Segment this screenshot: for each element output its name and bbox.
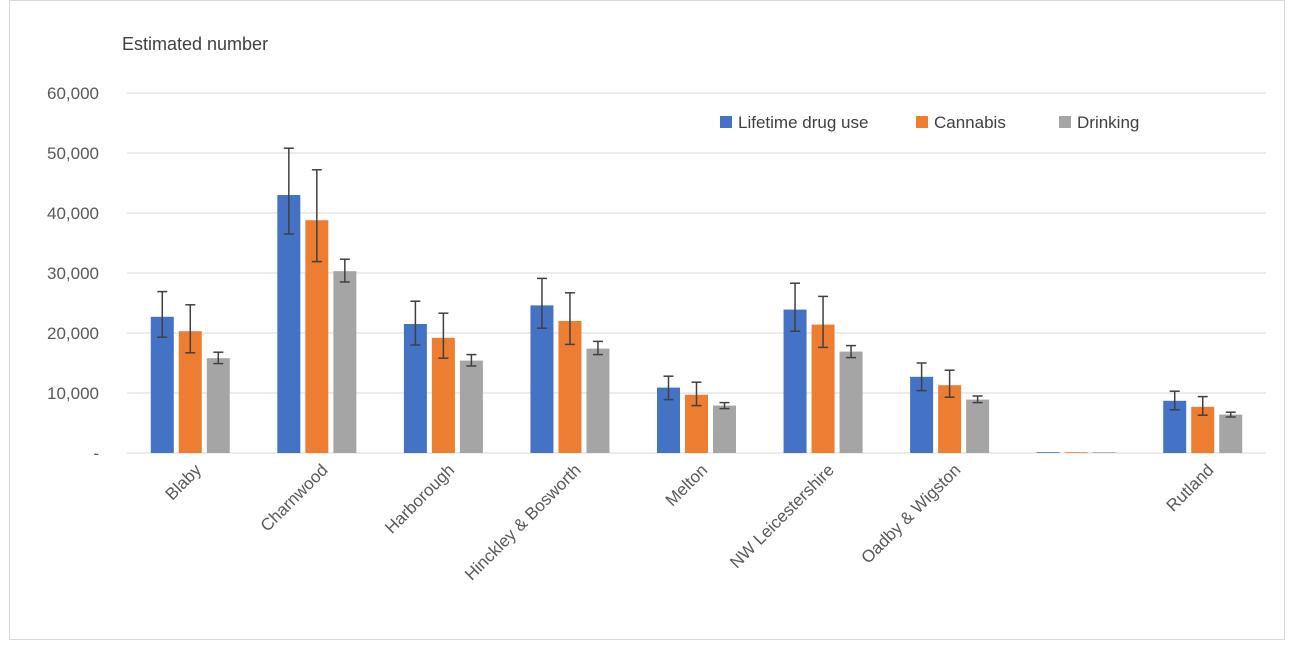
x-category-label: Blaby xyxy=(162,460,206,504)
error-bar xyxy=(311,169,322,263)
bar-2-7 xyxy=(1092,452,1116,453)
legend-swatch xyxy=(1059,116,1071,128)
x-category-label: Charnwood xyxy=(257,460,332,535)
error-bar xyxy=(719,401,730,410)
error-bar xyxy=(1169,390,1180,411)
bar-1-2 xyxy=(431,337,455,453)
bar-2-0 xyxy=(206,358,230,453)
error-bar xyxy=(691,381,702,407)
legend-item: Lifetime drug use xyxy=(720,113,868,132)
error-bar xyxy=(818,295,829,349)
error-bar xyxy=(438,312,449,359)
bar-2-2 xyxy=(459,360,483,453)
error-bar xyxy=(1225,411,1236,418)
error-bar xyxy=(564,292,575,346)
error-bar xyxy=(592,340,603,356)
bars xyxy=(150,195,1243,453)
x-category-label: NW Leicestershire xyxy=(726,460,838,572)
legend-item: Cannabis xyxy=(916,113,1006,132)
y-axis-title: Estimated number xyxy=(122,34,268,54)
y-tick-label: 50,000 xyxy=(47,144,99,163)
error-bar xyxy=(944,369,955,398)
error-bar xyxy=(185,304,196,354)
error-bar xyxy=(157,290,168,338)
bar-1-8 xyxy=(1191,406,1215,453)
bar-0-5 xyxy=(783,309,807,453)
error-bar xyxy=(1197,395,1208,416)
bar-1-1 xyxy=(305,220,329,453)
legend-swatch xyxy=(916,116,928,128)
error-bar xyxy=(972,395,983,404)
bar-0-4 xyxy=(657,387,680,453)
error-bars xyxy=(157,147,1236,418)
error-bar xyxy=(283,147,294,235)
y-tick-label: 30,000 xyxy=(47,264,99,283)
error-bar xyxy=(916,362,927,392)
error-bar xyxy=(846,344,857,359)
bar-0-2 xyxy=(403,324,427,453)
bar-0-6 xyxy=(910,376,934,453)
error-bar xyxy=(790,282,801,332)
y-tick-label: - xyxy=(93,444,99,463)
legend-label: Cannabis xyxy=(934,113,1006,132)
bar-1-4 xyxy=(685,394,708,453)
y-axis-ticks: - 10,000 20,000 30,000 40,000 50,000 60,000 xyxy=(47,84,99,463)
bar-1-0 xyxy=(178,331,202,453)
bar-2-4 xyxy=(713,405,736,453)
x-category-label: Rutland xyxy=(1163,460,1218,515)
bar-0-8 xyxy=(1163,400,1187,453)
x-category-label: Harborough xyxy=(381,460,458,537)
y-tick-label: 20,000 xyxy=(47,324,99,343)
bar-0-0 xyxy=(150,316,174,453)
chart-frame xyxy=(9,0,1285,640)
bar-2-5 xyxy=(839,351,863,453)
x-category-label: Hinckley & Bosworth xyxy=(461,460,585,584)
bar-2-6 xyxy=(966,399,990,453)
bar-1-5 xyxy=(811,324,835,453)
error-bar xyxy=(339,258,350,283)
x-category-label: Oadby & Wigston xyxy=(857,460,964,567)
bar-1-6 xyxy=(938,385,962,453)
legend-label: Drinking xyxy=(1077,113,1139,132)
y-tick-label: 40,000 xyxy=(47,204,99,223)
x-category-label: Melton xyxy=(662,460,712,510)
error-bar xyxy=(663,375,674,401)
bar-2-1 xyxy=(333,271,357,453)
bar-0-7 xyxy=(1036,452,1060,453)
bar-2-8 xyxy=(1219,414,1243,453)
error-bar xyxy=(213,351,224,365)
bar-0-3 xyxy=(530,305,554,453)
legend-item: Drinking xyxy=(1059,113,1139,132)
legend-label: Lifetime drug use xyxy=(738,113,868,132)
bar-0-1 xyxy=(277,195,301,453)
legend: Lifetime drug use Cannabis Drinking xyxy=(720,113,1139,132)
legend-swatch xyxy=(720,116,732,128)
y-tick-label: 60,000 xyxy=(47,84,99,103)
y-tick-label: 10,000 xyxy=(47,384,99,403)
bar-1-3 xyxy=(558,321,582,453)
x-axis-categories: Blaby Charnwood Harborough Hinckley & Boswo… xyxy=(162,460,1218,584)
error-bar xyxy=(466,353,477,367)
error-bar xyxy=(410,300,421,346)
bar-2-3 xyxy=(586,348,610,453)
bar-1-7 xyxy=(1064,452,1088,453)
error-bar xyxy=(536,277,547,329)
